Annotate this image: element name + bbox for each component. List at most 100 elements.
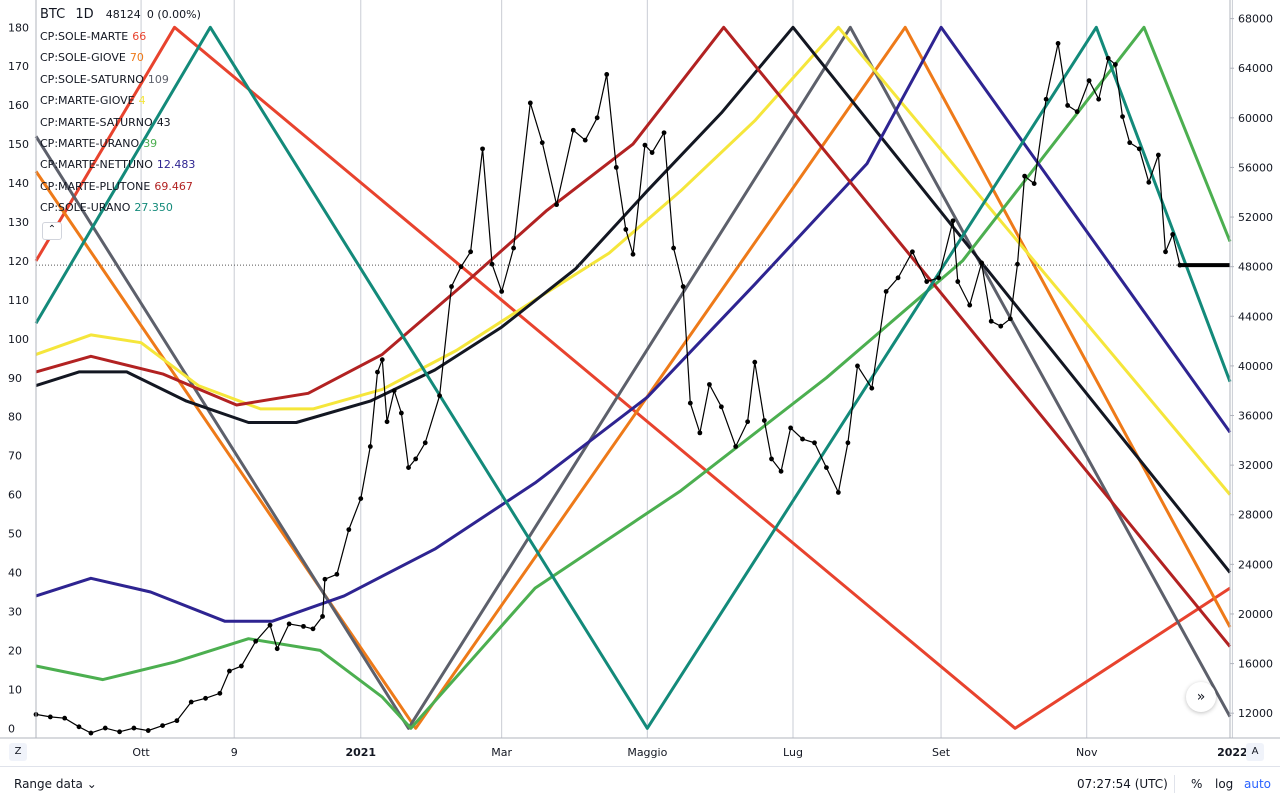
price-point bbox=[936, 275, 942, 281]
price-point bbox=[812, 440, 817, 446]
symbol-name[interactable]: BTC bbox=[40, 7, 66, 22]
right-axis-tick-label: 16000 bbox=[1238, 658, 1273, 671]
price-point bbox=[334, 571, 340, 577]
chart-legend: BTC 1D 48124 0 (0.00%) CP:SOLE-MARTE 66 CP… bbox=[40, 4, 201, 240]
indicator-value: 39 bbox=[143, 136, 158, 150]
left-axis-tick-label: 140 bbox=[8, 177, 29, 190]
price-point bbox=[145, 728, 151, 733]
auto-scale-button[interactable]: A bbox=[1246, 743, 1264, 761]
price-point bbox=[649, 150, 655, 155]
price-change: 0 (0.00%) bbox=[146, 8, 201, 21]
price-point bbox=[1043, 96, 1049, 102]
price-point bbox=[769, 456, 774, 462]
price-point bbox=[539, 140, 545, 146]
price-point bbox=[950, 218, 956, 224]
last-price: 48124 bbox=[105, 8, 141, 21]
scroll-to-realtime-button[interactable]: » bbox=[1186, 682, 1216, 712]
price-point bbox=[1096, 96, 1102, 102]
left-axis-tick-label: 110 bbox=[8, 294, 29, 307]
log-scale-toggle[interactable]: log bbox=[1215, 777, 1234, 791]
interval-label[interactable]: 1D bbox=[75, 7, 94, 22]
price-point bbox=[379, 357, 385, 363]
price-point bbox=[398, 410, 404, 416]
x-axis-tick-label: Ott bbox=[132, 746, 150, 759]
right-axis-tick-label: 36000 bbox=[1238, 410, 1273, 423]
price-point bbox=[489, 261, 495, 267]
price-point bbox=[422, 440, 428, 446]
collapse-legend-button[interactable]: ⌃ bbox=[42, 221, 62, 240]
price-point bbox=[47, 714, 53, 720]
indicator-name: CP:SOLE-URANO bbox=[40, 201, 131, 215]
indicator-name: CP:MARTE-PLUTONE bbox=[40, 179, 151, 193]
price-point bbox=[511, 245, 516, 251]
left-axis-tick-label: 70 bbox=[8, 450, 22, 463]
indicator-name: CP:MARTE-URANO bbox=[40, 136, 140, 150]
price-point bbox=[413, 456, 419, 462]
indicator-legend-row[interactable]: CP:MARTE-SATURNO 43 bbox=[40, 112, 201, 133]
price-point bbox=[718, 404, 724, 410]
indicator-value: 66 bbox=[132, 30, 147, 43]
price-point bbox=[391, 388, 397, 394]
range-data-dropdown[interactable]: Range data ⌄ bbox=[14, 777, 97, 791]
price-point bbox=[697, 430, 703, 436]
left-axis-tick-label: 60 bbox=[8, 489, 22, 502]
price-point bbox=[855, 363, 860, 369]
left-axis-tick-label: 10 bbox=[8, 683, 22, 696]
left-axis-tick-label: 130 bbox=[8, 216, 29, 229]
price-point bbox=[480, 146, 485, 152]
price-point bbox=[1007, 316, 1013, 322]
auto-scale-toggle[interactable]: auto bbox=[1244, 777, 1272, 791]
right-axis-tick-label: 20000 bbox=[1238, 608, 1273, 621]
price-point bbox=[174, 718, 180, 724]
price-point bbox=[1031, 181, 1037, 186]
price-point bbox=[62, 715, 68, 721]
zoom-reset-button[interactable]: Z bbox=[9, 743, 27, 761]
series-line bbox=[35, 25, 1232, 496]
series-line bbox=[35, 25, 1232, 574]
price-point bbox=[869, 385, 875, 391]
price-point bbox=[1065, 103, 1071, 108]
price-point bbox=[835, 490, 841, 495]
price-point bbox=[458, 264, 464, 270]
indicator-name: CP:MARTE-NETTUNO bbox=[40, 158, 153, 172]
price-point bbox=[845, 440, 851, 446]
percent-scale-toggle[interactable]: % bbox=[1191, 777, 1203, 791]
price-point bbox=[594, 115, 600, 121]
indicator-value: 69.467 bbox=[154, 179, 193, 193]
price-point bbox=[346, 527, 352, 533]
symbol-header[interactable]: BTC 1D 48124 0 (0.00%) bbox=[40, 4, 201, 26]
price-point bbox=[582, 137, 588, 143]
price-point bbox=[527, 100, 533, 106]
left-axis-tick-label: 90 bbox=[8, 372, 22, 385]
price-point bbox=[1120, 114, 1125, 119]
price-point bbox=[800, 436, 805, 442]
price-point bbox=[274, 646, 280, 652]
right-axis-tick-label: 48000 bbox=[1238, 261, 1273, 274]
indicator-legend-row[interactable]: CP:MARTE-NETTUNO 12.483 bbox=[40, 154, 201, 175]
indicator-legend-row[interactable]: CP:SOLE-MARTE 66 bbox=[40, 26, 201, 47]
right-axis-tick-label: 24000 bbox=[1238, 558, 1273, 571]
indicator-legend-row[interactable]: CP:MARTE-URANO 39 bbox=[40, 133, 201, 154]
indicator-legend-row[interactable]: CP:SOLE-SATURNO 109 bbox=[40, 69, 201, 90]
price-point bbox=[988, 318, 994, 324]
utc-clock[interactable]: 07:27:54 (UTC) bbox=[1077, 777, 1168, 791]
indicator-legend-row[interactable]: CP:MARTE-GIOVE 4 bbox=[40, 90, 201, 111]
right-axis-tick-label: 40000 bbox=[1238, 360, 1273, 373]
indicator-legend-row[interactable]: CP:SOLE-GIOVE 70 bbox=[40, 47, 201, 68]
price-point bbox=[203, 695, 208, 701]
right-axis-tick-label: 56000 bbox=[1238, 161, 1273, 174]
price-point bbox=[468, 249, 474, 255]
left-axis-tick-label: 150 bbox=[8, 138, 29, 151]
left-axis-tick-label: 180 bbox=[8, 21, 29, 34]
price-point bbox=[1163, 249, 1168, 255]
indicator-legend-row[interactable]: CP:MARTE-PLUTONE 69.467 bbox=[40, 176, 201, 197]
price-point bbox=[761, 418, 767, 423]
price-point bbox=[301, 623, 306, 629]
indicator-series-layer bbox=[34, 25, 1232, 730]
price-point bbox=[267, 622, 273, 628]
indicator-legend-row[interactable]: CP:SOLE-URANO 27.350 bbox=[40, 197, 201, 218]
x-axis-tick-label: Lug bbox=[783, 746, 803, 759]
series-line bbox=[34, 25, 1232, 730]
price-point bbox=[824, 465, 829, 471]
